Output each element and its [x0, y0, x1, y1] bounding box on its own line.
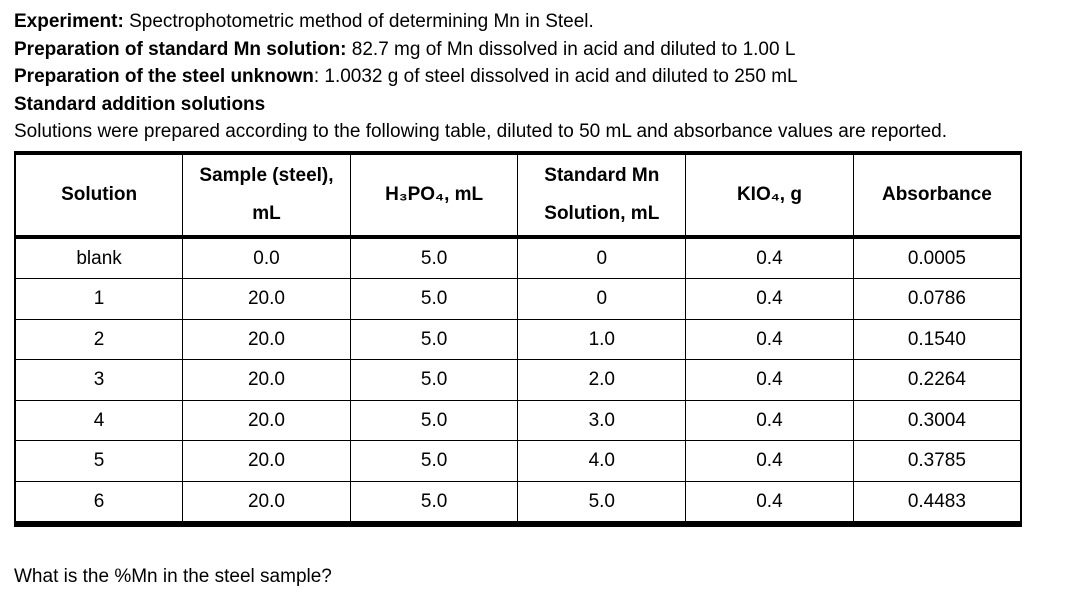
table-row-3: 3 20.0 5.0 2.0 0.4 0.2264: [14, 359, 1022, 401]
cell-absorbance: 0.2264: [852, 359, 1022, 401]
cell-std-mn: 4.0: [517, 440, 687, 482]
cell-std-mn: 5.0: [517, 480, 687, 525]
table-row-4: 4 20.0 5.0 3.0 0.4 0.3004: [14, 399, 1022, 441]
standard-addition-table: Solution Sample (steel), mL H₃PO₄, mL St…: [14, 150, 1022, 527]
experiment-text: Spectrophotometric method of determining…: [123, 11, 594, 32]
cell-sample: 20.0: [182, 440, 351, 482]
cell-solution: blank: [14, 236, 184, 279]
steel-unknown-label: Preparation of the steel unknown: [14, 66, 314, 87]
header-absorbance: Absorbance: [852, 152, 1022, 239]
cell-kio4: 0.4: [685, 318, 854, 360]
steel-unknown-line: Preparation of the steel unknown: 1.0032…: [14, 63, 1056, 91]
cell-h3po4: 5.0: [349, 278, 519, 320]
cell-kio4: 0.4: [685, 399, 854, 441]
cell-h3po4: 5.0: [349, 318, 519, 360]
table-description-text: Solutions were prepared according to the…: [14, 121, 947, 142]
standard-solution-text: 82.7 mg of Mn dissolved in acid and dilu…: [346, 38, 796, 60]
cell-kio4: 0.4: [685, 359, 854, 401]
standard-addition-label: Standard addition solutions: [14, 93, 266, 115]
cell-std-mn: 1.0: [517, 318, 687, 360]
table-row-6: 6 20.0 5.0 5.0 0.4 0.4483: [14, 480, 1022, 525]
table-header: Solution Sample (steel), mL H₃PO₄, mL St…: [14, 152, 1022, 239]
table-description-line: Solutions were prepared according to the…: [14, 118, 1056, 146]
table-header-row: Solution Sample (steel), mL H₃PO₄, mL St…: [14, 152, 1022, 239]
table-row-5: 5 20.0 5.0 4.0 0.4 0.3785: [14, 440, 1022, 482]
experiment-label: Experiment:: [14, 11, 124, 32]
cell-solution: 5: [14, 440, 184, 482]
table-row-1: 1 20.0 5.0 0 0.4 0.0786: [14, 278, 1022, 320]
cell-kio4: 0.4: [685, 278, 854, 320]
cell-std-mn: 0: [517, 278, 687, 320]
cell-absorbance: 0.1540: [852, 318, 1022, 360]
cell-std-mn: 3.0: [517, 399, 687, 441]
header-kio4: KIO₄, g: [685, 152, 854, 239]
cell-sample: 20.0: [182, 399, 351, 441]
cell-h3po4: 5.0: [349, 359, 519, 401]
cell-sample: 20.0: [182, 359, 351, 401]
cell-absorbance: 0.3004: [852, 399, 1022, 441]
cell-solution: 3: [14, 359, 184, 401]
cell-solution: 4: [14, 399, 184, 441]
cell-std-mn: 2.0: [517, 359, 687, 401]
cell-solution: 2: [14, 318, 184, 360]
cell-absorbance: 0.0005: [852, 236, 1022, 279]
header-h3po4: H₃PO₄, mL: [349, 152, 519, 239]
cell-sample: 20.0: [182, 480, 351, 525]
cell-h3po4: 5.0: [349, 399, 519, 441]
cell-solution: 1: [14, 278, 184, 320]
cell-absorbance: 0.4483: [852, 480, 1022, 525]
cell-kio4: 0.4: [685, 236, 854, 279]
table-row-2: 2 20.0 5.0 1.0 0.4 0.1540: [14, 318, 1022, 360]
cell-std-mn: 0: [517, 236, 687, 279]
cell-kio4: 0.4: [685, 480, 854, 525]
standard-solution-label: Preparation of standard Mn solution:: [14, 38, 347, 60]
cell-h3po4: 5.0: [349, 480, 519, 525]
question-text: What is the %Mn in the steel sample?: [14, 566, 332, 587]
table-body: blank 0.0 5.0 0 0.4 0.0005 1 20.0 5.0 0 …: [14, 236, 1022, 525]
cell-sample: 0.0: [182, 236, 351, 279]
cell-solution: 6: [14, 480, 184, 525]
standard-solution-line: Preparation of standard Mn solution: 82.…: [14, 36, 1056, 64]
cell-h3po4: 5.0: [349, 236, 519, 279]
cell-absorbance: 0.0786: [852, 278, 1022, 320]
cell-kio4: 0.4: [685, 440, 854, 482]
steel-unknown-text: : 1.0032 g of steel dissolved in acid an…: [313, 66, 798, 87]
table-row-blank: blank 0.0 5.0 0 0.4 0.0005: [14, 236, 1022, 279]
cell-h3po4: 5.0: [349, 440, 519, 482]
header-standard-mn: Standard Mn Solution, mL: [517, 152, 687, 239]
experiment-line: Experiment: Spectrophotometric method of…: [14, 8, 1056, 36]
cell-sample: 20.0: [182, 318, 351, 360]
header-solution: Solution: [14, 152, 184, 239]
cell-absorbance: 0.3785: [852, 440, 1022, 482]
standard-addition-heading: Standard addition solutions: [14, 91, 1056, 119]
cell-sample: 20.0: [182, 278, 351, 320]
header-sample-steel: Sample (steel), mL: [182, 152, 351, 239]
